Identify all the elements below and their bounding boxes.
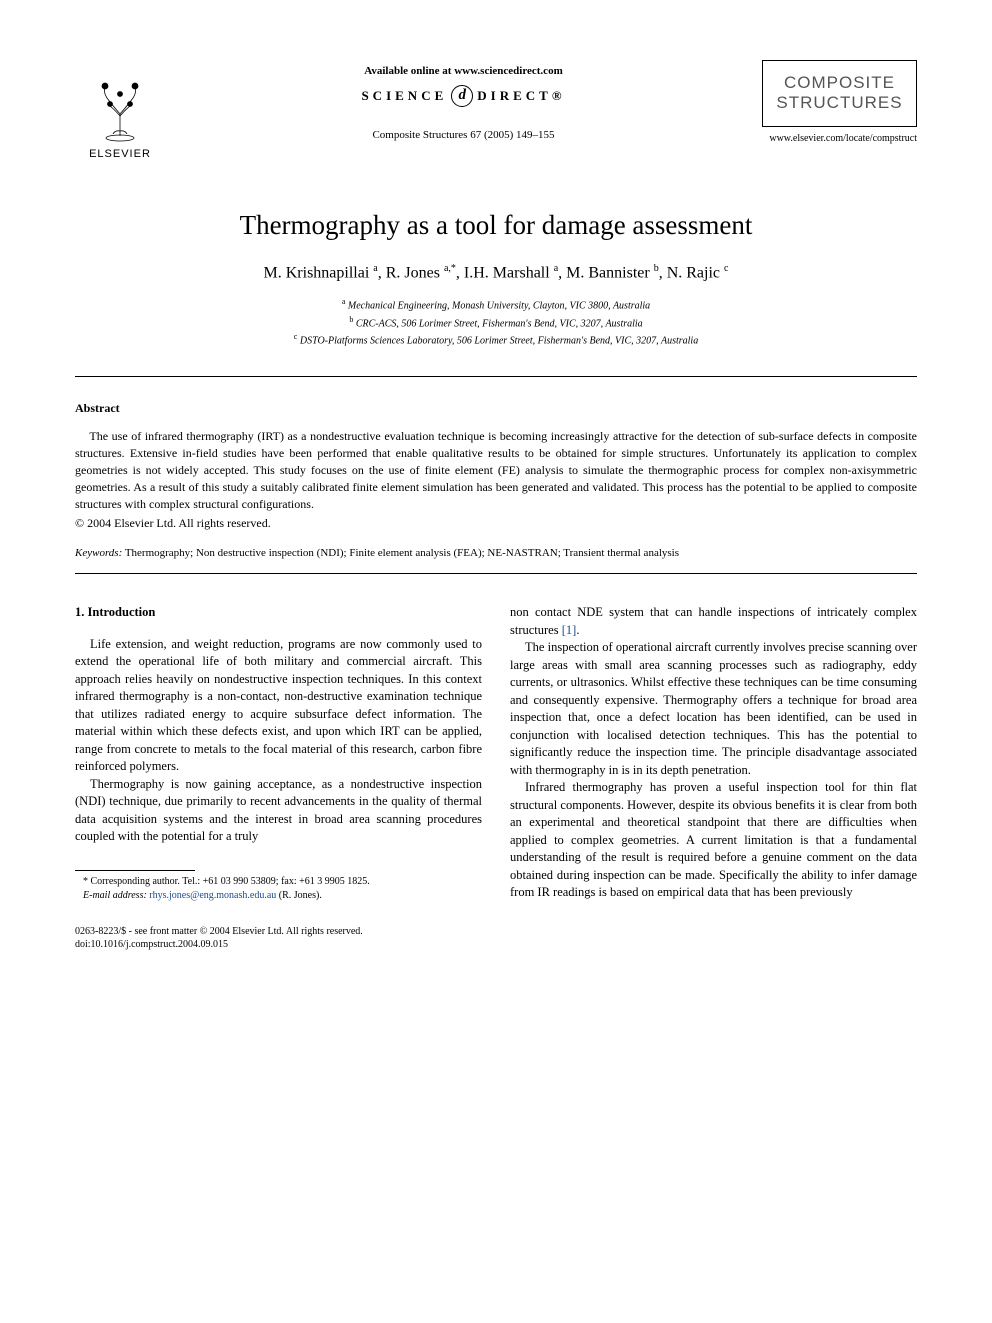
footnote-email-line: E-mail address: rhys.jones@eng.monash.ed… (75, 889, 482, 903)
journal-title-line2: STRUCTURES (769, 93, 910, 113)
article-title: Thermography as a tool for damage assess… (75, 210, 917, 241)
keywords-line: Keywords: Thermography; Non destructive … (75, 547, 917, 559)
rule-bottom (75, 573, 917, 574)
bottom-info: 0263-8223/$ - see front matter © 2004 El… (75, 925, 917, 951)
keywords-text: Thermography; Non destructive inspection… (122, 547, 679, 559)
journal-title-line1: COMPOSITE (769, 73, 910, 93)
ref-link-1[interactable]: [1] (562, 623, 577, 637)
journal-reference: Composite Structures 67 (2005) 149–155 (165, 129, 762, 141)
journal-cover: COMPOSITE STRUCTURES (762, 60, 917, 127)
front-matter-line: 0263-8223/$ - see front matter © 2004 El… (75, 925, 917, 938)
elsevier-logo: ELSEVIER (75, 60, 165, 160)
column-right: non contact NDE system that can handle i… (510, 604, 917, 903)
keywords-label: Keywords: (75, 547, 122, 559)
body-columns: 1. Introduction Life extension, and weig… (75, 604, 917, 903)
sciencedirect-d-icon: d (451, 85, 473, 107)
available-online-text: Available online at www.sciencedirect.co… (165, 65, 762, 77)
sciencedirect-logo: SCIENCE d DIRECT® (361, 85, 565, 107)
footnote-email-label: E-mail address: (83, 890, 147, 901)
elsevier-tree-icon (85, 76, 155, 146)
footnote-rule (75, 870, 195, 871)
footnote-email-author: (R. Jones). (276, 890, 322, 901)
center-header: Available online at www.sciencedirect.co… (165, 60, 762, 141)
body-para-3: non contact NDE system that can handle i… (510, 604, 917, 639)
affiliations: a Mechanical Engineering, Monash Univers… (75, 296, 917, 348)
abstract-text: The use of infrared thermography (IRT) a… (75, 428, 917, 512)
column-left: 1. Introduction Life extension, and weig… (75, 604, 482, 903)
journal-box: COMPOSITE STRUCTURES www.elsevier.com/lo… (762, 60, 917, 144)
footnote-email-address[interactable]: rhys.jones@eng.monash.edu.au (149, 890, 276, 901)
footnote-corresponding: * Corresponding author. Tel.: +61 03 990… (75, 875, 482, 889)
abstract-section: Abstract The use of infrared thermograph… (75, 401, 917, 531)
body-para-2: Thermography is now gaining acceptance, … (75, 776, 482, 846)
body-para-1: Life extension, and weight reduction, pr… (75, 636, 482, 776)
doi-line: doi:10.1016/j.compstruct.2004.09.015 (75, 938, 917, 951)
authors-line: M. Krishnapillai a, R. Jones a,*, I.H. M… (75, 263, 917, 282)
sciencedirect-left: SCIENCE (361, 88, 447, 104)
body-para-3-post: . (576, 623, 579, 637)
body-para-4: The inspection of operational aircraft c… (510, 639, 917, 779)
elsevier-label: ELSEVIER (89, 148, 151, 160)
abstract-heading: Abstract (75, 401, 917, 416)
section-1-heading: 1. Introduction (75, 604, 482, 622)
rule-top (75, 376, 917, 377)
body-para-5: Infrared thermography has proven a usefu… (510, 779, 917, 902)
abstract-copyright: © 2004 Elsevier Ltd. All rights reserved… (75, 516, 917, 531)
journal-url: www.elsevier.com/locate/compstruct (762, 133, 917, 144)
sciencedirect-right: DIRECT® (477, 88, 565, 104)
page-header: ELSEVIER Available online at www.science… (75, 60, 917, 160)
